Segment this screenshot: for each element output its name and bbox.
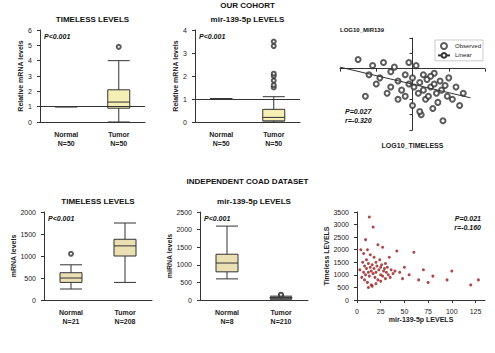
svg-text:TIMELESS LEVELS: TIMELESS LEVELS — [61, 197, 135, 206]
svg-text:4: 4 — [183, 27, 187, 34]
svg-text:N=210: N=210 — [271, 318, 292, 325]
svg-text:Tumor: Tumor — [114, 309, 136, 316]
svg-text:0: 0 — [183, 119, 187, 126]
svg-text:P<0.001: P<0.001 — [44, 33, 70, 40]
svg-text:r=-0.320: r=-0.320 — [345, 117, 372, 124]
svg-text:mir-139-5p LEVELS: mir-139-5p LEVELS — [389, 316, 454, 324]
svg-text:2: 2 — [28, 88, 32, 95]
svg-text:N=50: N=50 — [265, 140, 282, 147]
svg-text:2000: 2000 — [333, 246, 349, 253]
svg-text:P<0.001: P<0.001 — [199, 33, 225, 40]
svg-text:100: 100 — [446, 308, 458, 315]
svg-text:OUR COHORT: OUR COHORT — [220, 1, 275, 10]
svg-text:Observed: Observed — [455, 43, 481, 49]
svg-text:2: 2 — [183, 73, 187, 80]
svg-text:N=21: N=21 — [63, 318, 80, 325]
svg-text:0: 0 — [355, 308, 359, 315]
svg-text:P=0.021: P=0.021 — [455, 215, 481, 222]
svg-text:mRNA levels: mRNA levels — [10, 235, 17, 278]
svg-text:75: 75 — [424, 308, 432, 315]
svg-text:1: 1 — [183, 96, 187, 103]
svg-text:Tumor: Tumor — [263, 131, 285, 138]
svg-text:1500: 1500 — [176, 244, 192, 251]
svg-text:6: 6 — [28, 27, 32, 34]
svg-text:LOG10_MIR139: LOG10_MIR139 — [340, 27, 385, 33]
svg-text:500: 500 — [337, 284, 349, 291]
svg-text:0: 0 — [28, 119, 32, 126]
svg-text:1500: 1500 — [20, 231, 36, 238]
svg-text:1500: 1500 — [333, 259, 349, 266]
svg-text:P<0.001: P<0.001 — [48, 215, 74, 222]
svg-text:3: 3 — [183, 50, 187, 57]
svg-text:mir-139-5p LEVELS: mir-139-5p LEVELS — [211, 15, 285, 24]
svg-text:1000: 1000 — [333, 271, 349, 278]
svg-text:Normal: Normal — [215, 309, 239, 316]
svg-text:3000: 3000 — [333, 221, 349, 228]
svg-text:500: 500 — [24, 275, 36, 282]
svg-text:2000: 2000 — [176, 226, 192, 233]
svg-text:3500: 3500 — [333, 209, 349, 216]
svg-text:Tumor: Tumor — [270, 309, 292, 316]
svg-text:5: 5 — [28, 42, 32, 49]
svg-text:miRNA levels: miRNA levels — [166, 234, 173, 279]
svg-text:LOG10_TIMELESS: LOG10_TIMELESS — [382, 142, 444, 149]
svg-text:P=0.027: P=0.027 — [345, 108, 372, 115]
svg-text:1000: 1000 — [20, 253, 36, 260]
svg-text:N=8: N=8 — [220, 318, 233, 325]
svg-text:Normal: Normal — [59, 309, 83, 316]
svg-text:Linear: Linear — [455, 52, 472, 58]
svg-text:INDEPENDENT COAD DATASET: INDEPENDENT COAD DATASET — [187, 177, 309, 186]
svg-text:N=50: N=50 — [58, 140, 75, 147]
svg-text:Normal: Normal — [209, 131, 233, 138]
svg-text:1: 1 — [28, 103, 32, 110]
svg-text:r=-0.160: r=-0.160 — [454, 224, 481, 231]
svg-text:mir-139-5p LEVELS: mir-139-5p LEVELS — [217, 197, 291, 206]
svg-text:2000: 2000 — [20, 209, 36, 216]
svg-text:Timeless LEVELS: Timeless LEVELS — [323, 226, 330, 285]
svg-text:0: 0 — [345, 297, 349, 304]
svg-text:2500: 2500 — [333, 234, 349, 241]
svg-text:N=50: N=50 — [213, 140, 230, 147]
svg-text:Normal: Normal — [54, 131, 78, 138]
svg-text:P<0.001: P<0.001 — [204, 215, 230, 222]
svg-text:Relative mRNA levels: Relative mRNA levels — [17, 40, 24, 111]
svg-text:125: 125 — [470, 308, 482, 315]
svg-text:500: 500 — [180, 279, 192, 286]
svg-text:N=208: N=208 — [115, 318, 136, 325]
svg-text:Relative mRNA levels: Relative mRNA levels — [172, 40, 179, 111]
svg-text:Tumor: Tumor — [108, 131, 130, 138]
svg-text:25: 25 — [377, 308, 385, 315]
svg-text:3: 3 — [28, 73, 32, 80]
svg-text:1000: 1000 — [176, 261, 192, 268]
svg-text:0: 0 — [32, 297, 36, 304]
svg-text:N=50: N=50 — [110, 140, 127, 147]
svg-text:4: 4 — [28, 57, 32, 64]
svg-text:0: 0 — [188, 297, 192, 304]
svg-text:50: 50 — [401, 308, 409, 315]
svg-text:2500: 2500 — [176, 209, 192, 216]
svg-text:TIMELESS LEVELS: TIMELESS LEVELS — [56, 15, 130, 24]
